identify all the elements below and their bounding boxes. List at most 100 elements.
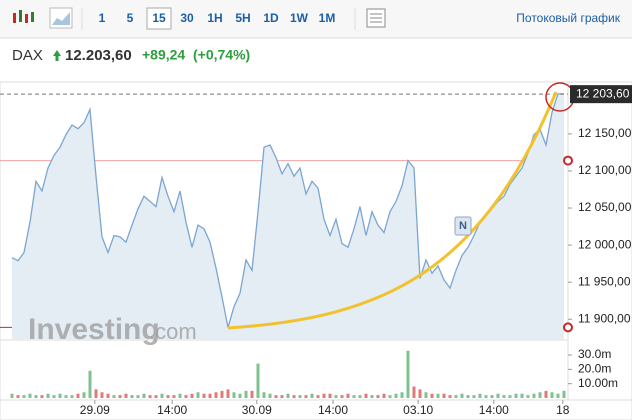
table-icon[interactable] xyxy=(366,8,386,28)
x-tick-label: 14:00 xyxy=(318,403,348,417)
interval-button[interactable]: 1W xyxy=(290,11,309,25)
interval-button[interactable]: 5H xyxy=(235,11,250,25)
volume-bar xyxy=(154,395,158,398)
volume-bar xyxy=(22,395,26,398)
volume-bar xyxy=(88,370,92,398)
volume-bar xyxy=(136,395,140,398)
volume-bar xyxy=(238,393,242,398)
volume-bar xyxy=(424,392,428,398)
x-tick-label: 14:00 xyxy=(479,403,509,417)
volume-bar xyxy=(202,393,206,398)
volume-bar xyxy=(376,395,380,398)
volume-bar xyxy=(82,392,86,398)
volume-bar xyxy=(286,393,290,398)
volume-bar xyxy=(124,393,128,398)
up-arrow xyxy=(53,50,61,61)
volume-bar xyxy=(562,390,566,398)
volume-bar xyxy=(106,393,110,398)
volume-bar xyxy=(526,395,530,398)
volume-bar xyxy=(502,395,506,398)
volume-bar xyxy=(358,395,362,398)
interval-button[interactable]: 30 xyxy=(180,11,194,25)
volume-bar xyxy=(52,395,56,398)
volume-bar xyxy=(388,395,392,398)
volume-bar xyxy=(478,393,482,398)
volume-bar xyxy=(430,393,434,398)
volume-bar xyxy=(490,395,494,398)
volume-bar xyxy=(406,350,410,398)
volume-bar xyxy=(142,393,146,398)
x-tick-label: 29.09 xyxy=(80,403,110,417)
volume-bar xyxy=(352,395,356,398)
interval-buttons: 1 5 15 30 1H 5H 1D 1W 1M xyxy=(99,7,336,30)
volume-bar xyxy=(172,395,176,398)
volume-bar xyxy=(472,395,476,398)
volume-bar xyxy=(394,393,398,398)
interval-button[interactable]: 1M xyxy=(319,11,336,25)
toolbar: 1 5 15 30 1H 5H 1D 1W 1M Потоковый график xyxy=(0,0,632,39)
y-tick-label: 12 150,00 xyxy=(578,126,632,140)
y-tick-label: 11 950,00 xyxy=(578,274,631,288)
reference-marker xyxy=(563,322,573,333)
volume-bar xyxy=(514,393,518,398)
volume-bar xyxy=(340,395,344,398)
volume-bar xyxy=(232,392,236,398)
y-tick-label: 11 900,00 xyxy=(578,311,631,325)
volume-bar xyxy=(442,393,446,398)
volume-bar xyxy=(46,393,50,398)
x-tick-label: 18 xyxy=(556,403,570,417)
volume-bar xyxy=(190,393,194,398)
volume-bar xyxy=(28,393,32,398)
volume-bar xyxy=(280,395,284,398)
last-value-label: 12 203,60 xyxy=(576,86,630,100)
volume-bar xyxy=(10,393,14,398)
x-tick-label: 03.10 xyxy=(403,403,433,417)
volume-tick-label: 10.00m xyxy=(578,376,618,390)
interval-button[interactable]: 1H xyxy=(207,11,222,25)
interval-button[interactable]: 1D xyxy=(263,11,279,25)
volume-bar xyxy=(346,393,350,398)
toolbar-bg xyxy=(0,0,632,38)
volume-bar xyxy=(34,395,38,398)
volume-bar xyxy=(274,395,278,398)
volume-bar xyxy=(448,395,452,398)
volume-bar xyxy=(166,395,170,398)
y-tick-label: 12 000,00 xyxy=(578,237,632,251)
volume-bar xyxy=(148,395,152,398)
volume-bar xyxy=(256,363,260,398)
interval-button[interactable]: 5 xyxy=(127,11,134,25)
volume-bar xyxy=(382,393,386,398)
price: 12.203,60 xyxy=(65,47,132,64)
x-tick-label: 30.09 xyxy=(242,403,272,417)
volume-bar xyxy=(250,390,254,398)
volume-bar xyxy=(268,393,272,398)
volume-bar xyxy=(310,393,314,398)
area-icon[interactable] xyxy=(49,7,73,29)
volume-bar xyxy=(328,393,332,398)
change-percent: (+0,74%) xyxy=(193,47,250,63)
volume-bar xyxy=(418,389,422,398)
x-tick-label: 14:00 xyxy=(157,403,187,417)
volume-bar xyxy=(508,395,512,398)
volume-bar xyxy=(484,395,488,398)
volume-tick-label: 20.0m xyxy=(578,362,611,376)
stream-link[interactable]: Потоковый график xyxy=(516,11,620,25)
volume-bar xyxy=(196,392,200,398)
candles-icon[interactable] xyxy=(13,10,34,23)
volume-bar xyxy=(370,395,374,398)
volume-bar xyxy=(112,395,116,398)
volume-bar xyxy=(214,392,218,398)
chart-frame xyxy=(0,81,632,420)
volume-bar xyxy=(100,392,104,398)
watermark: Investing xyxy=(28,313,160,346)
annotation-box xyxy=(454,216,472,236)
volume-bar xyxy=(94,389,98,398)
volume-bar xyxy=(220,390,224,398)
volume-bar xyxy=(322,393,326,398)
volume-bar xyxy=(130,395,134,398)
symbol: DAX xyxy=(12,47,43,64)
volume-bar xyxy=(556,393,560,398)
interval-button[interactable]: 15 xyxy=(152,11,166,25)
interval-button[interactable]: 1 xyxy=(99,11,106,25)
